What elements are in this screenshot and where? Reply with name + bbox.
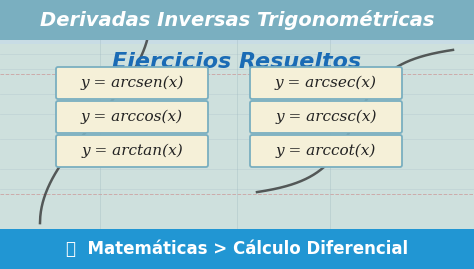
Text: Derivadas Inversas Trigonométricas: Derivadas Inversas Trigonométricas (40, 10, 434, 30)
Text: y = arcsec(x): y = arcsec(x) (275, 76, 377, 90)
FancyBboxPatch shape (250, 135, 402, 167)
Bar (0, 44, 474, 231)
FancyBboxPatch shape (56, 135, 208, 167)
FancyBboxPatch shape (56, 67, 208, 99)
Bar (0, 229, 474, 269)
Text: Ejercicios Resueltos: Ejercicios Resueltos (112, 52, 362, 72)
FancyBboxPatch shape (250, 67, 402, 99)
Text: y = arccsc(x): y = arccsc(x) (275, 110, 377, 124)
Bar (0, 0, 474, 40)
Text: y = arcsen(x): y = arcsen(x) (80, 76, 184, 90)
Text: y = arccot(x): y = arccot(x) (276, 144, 376, 158)
FancyBboxPatch shape (250, 101, 402, 133)
Text: 👉  Matemáticas > Cálculo Diferencial: 👉 Matemáticas > Cálculo Diferencial (66, 240, 408, 258)
FancyBboxPatch shape (56, 101, 208, 133)
Text: y = arccos(x): y = arccos(x) (81, 110, 183, 124)
Text: y = arctan(x): y = arctan(x) (81, 144, 183, 158)
